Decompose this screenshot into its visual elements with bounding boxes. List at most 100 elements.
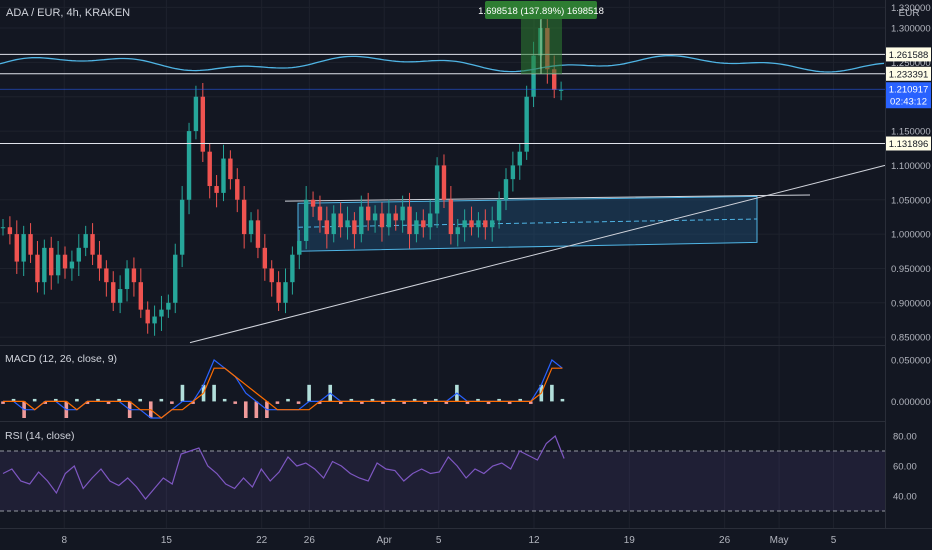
rsi-tick-label: 40.00: [893, 492, 917, 503]
candle: [400, 195, 405, 233]
macd-bar: [518, 398, 523, 402]
candle: [173, 243, 178, 314]
macd-tick-label: 0.050000: [891, 355, 931, 366]
candle: [455, 218, 460, 247]
price-tick-label: 1.050000: [891, 195, 931, 206]
horizontal-levels[interactable]: [0, 53, 885, 145]
measure-tool[interactable]: 1.698518 (137.89%) 1698518: [478, 1, 604, 75]
candle: [262, 234, 268, 281]
macd-bar: [180, 384, 185, 402]
countdown-tag: 02:43:12: [890, 97, 927, 108]
candle: [235, 168, 240, 213]
candle: [221, 144, 226, 202]
time-tick-label: 19: [624, 535, 636, 546]
macd-bar: [11, 398, 16, 402]
channel-top-line[interactable]: [284, 194, 811, 202]
macd-bar: [243, 401, 248, 418]
candle: [317, 195, 323, 233]
macd-title[interactable]: MACD (12, 26, close, 9): [5, 353, 117, 365]
time-tick-label: 12: [528, 535, 540, 546]
candle: [503, 168, 509, 211]
candle: [0, 218, 6, 236]
signal-line: [3, 367, 563, 419]
candle: [248, 212, 254, 243]
candle: [476, 212, 481, 238]
price-axis-ticks[interactable]: 1.3300001.3000001.2500001.2000001.150000…: [891, 3, 931, 344]
candle: [345, 206, 350, 240]
candle: [76, 234, 81, 276]
candle: [145, 301, 150, 334]
time-axis-ticks[interactable]: 8 15 22 26 Apr 5 12 19 26 May 5: [61, 535, 836, 546]
macd-bar: [159, 398, 164, 402]
candle: [117, 275, 123, 314]
macd-bar: [370, 398, 375, 402]
candle: [49, 236, 54, 290]
rsi-axis-ticks: 80.00 60.00 40.00: [893, 432, 917, 503]
candle: [159, 295, 164, 331]
candle: [297, 229, 302, 270]
candle: [241, 186, 247, 249]
level-tag-r1-bg: [886, 47, 931, 62]
price-tick-label: 1.300000: [891, 24, 931, 35]
level-tag-s1: 1.131896: [889, 139, 929, 150]
macd-axis-ticks: 0.050000 0.000000: [891, 355, 931, 407]
price-tick-label: 1.100000: [891, 161, 931, 172]
macd-bar: [412, 398, 417, 402]
candle: [111, 271, 116, 312]
macd-bar: [402, 401, 406, 404]
candle: [138, 268, 144, 318]
candle: [276, 271, 281, 312]
candle: [62, 246, 68, 279]
candle: [517, 143, 522, 180]
main-price-pane[interactable]: 1.698518 (137.89%) 1698518: [0, 1, 886, 344]
time-tick-label: 22: [256, 535, 268, 546]
candle: [7, 216, 13, 245]
cyan-oscillator-line: [0, 54, 885, 73]
currency-label: EUR: [898, 8, 919, 19]
candle: [290, 246, 295, 295]
candle: [55, 240, 61, 284]
price-tick-label: 1.250000: [891, 58, 931, 69]
macd-bar: [32, 398, 37, 402]
candle: [200, 82, 206, 162]
macd-bar: [338, 401, 343, 404]
candle: [35, 240, 40, 293]
macd-bar: [317, 401, 322, 404]
candle: [469, 206, 474, 236]
candle: [448, 186, 454, 245]
chart-grid: [0, 0, 885, 528]
level-tag-r1: 1.261588: [889, 50, 929, 61]
macd-pane[interactable]: [1, 359, 565, 419]
time-tick-label: 26: [304, 535, 316, 546]
candle: [97, 240, 102, 281]
rsi-tick-label: 80.00: [893, 432, 917, 443]
macd-bar: [550, 384, 554, 402]
measure-label-bg: [485, 1, 597, 19]
macd-bar: [528, 401, 533, 404]
macd-bar: [286, 398, 290, 402]
ascending-trendline[interactable]: [189, 164, 886, 344]
candle: [131, 257, 137, 297]
rsi-pane[interactable]: [0, 435, 885, 512]
time-tick-label: 15: [161, 535, 173, 546]
candle: [283, 268, 288, 314]
candle: [558, 81, 564, 101]
price-tick-label: 0.850000: [891, 333, 931, 344]
macd-bar: [433, 398, 438, 402]
candle: [427, 199, 433, 240]
rsi-line: [2, 435, 565, 500]
consolidation-channel[interactable]: [284, 194, 811, 252]
macd-bar: [233, 401, 238, 404]
candle: [496, 191, 502, 229]
candle: [166, 294, 171, 318]
macd-bar: [85, 401, 90, 404]
channel-box[interactable]: [297, 195, 758, 252]
candle: [324, 206, 330, 249]
symbol-title[interactable]: ADA / EUR, 4h, KRAKEN: [6, 7, 130, 19]
rsi-tick-label: 60.00: [893, 462, 917, 473]
candle: [372, 205, 378, 233]
macd-bar: [170, 401, 174, 404]
rsi-title[interactable]: RSI (14, close): [5, 430, 74, 442]
macd-bar: [96, 398, 100, 402]
